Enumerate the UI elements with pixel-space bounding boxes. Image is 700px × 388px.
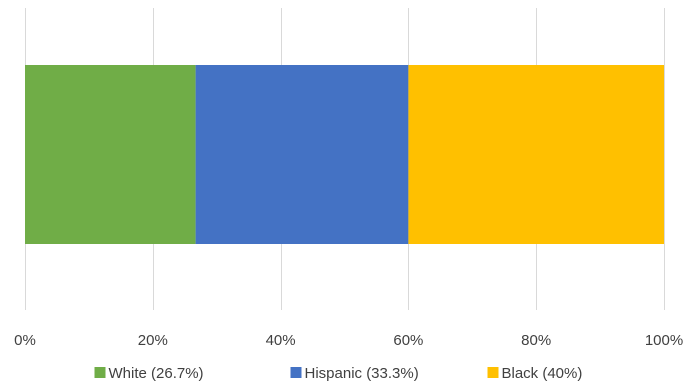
legend: White (26.7%) Hispanic (33.3%) Black (40%) xyxy=(94,365,583,382)
bar-segment xyxy=(408,65,664,244)
legend-swatch xyxy=(487,367,499,378)
legend-label: Black (40%) xyxy=(502,365,583,382)
bar-segment xyxy=(195,65,409,244)
x-tick-label: 0% xyxy=(14,332,36,349)
bar-segment xyxy=(25,65,196,244)
x-tick-label: 20% xyxy=(138,332,168,349)
legend-item: Black (40%) xyxy=(487,365,583,382)
x-tick-label: 100% xyxy=(645,332,683,349)
legend-swatch xyxy=(94,367,106,378)
legend-item: Hispanic (33.3%) xyxy=(290,365,419,382)
legend-label: White (26.7%) xyxy=(109,365,204,382)
legend-label: Hispanic (33.3%) xyxy=(305,365,419,382)
legend-swatch xyxy=(290,367,302,378)
legend-item: White (26.7%) xyxy=(94,365,204,382)
x-tick-label: 40% xyxy=(266,332,296,349)
bar-segments xyxy=(25,65,664,244)
x-axis-tick-labels: 0% 20% 40% 60% 80% 100% xyxy=(14,332,683,349)
x-tick-label: 80% xyxy=(521,332,551,349)
x-tick-label: 60% xyxy=(393,332,423,349)
